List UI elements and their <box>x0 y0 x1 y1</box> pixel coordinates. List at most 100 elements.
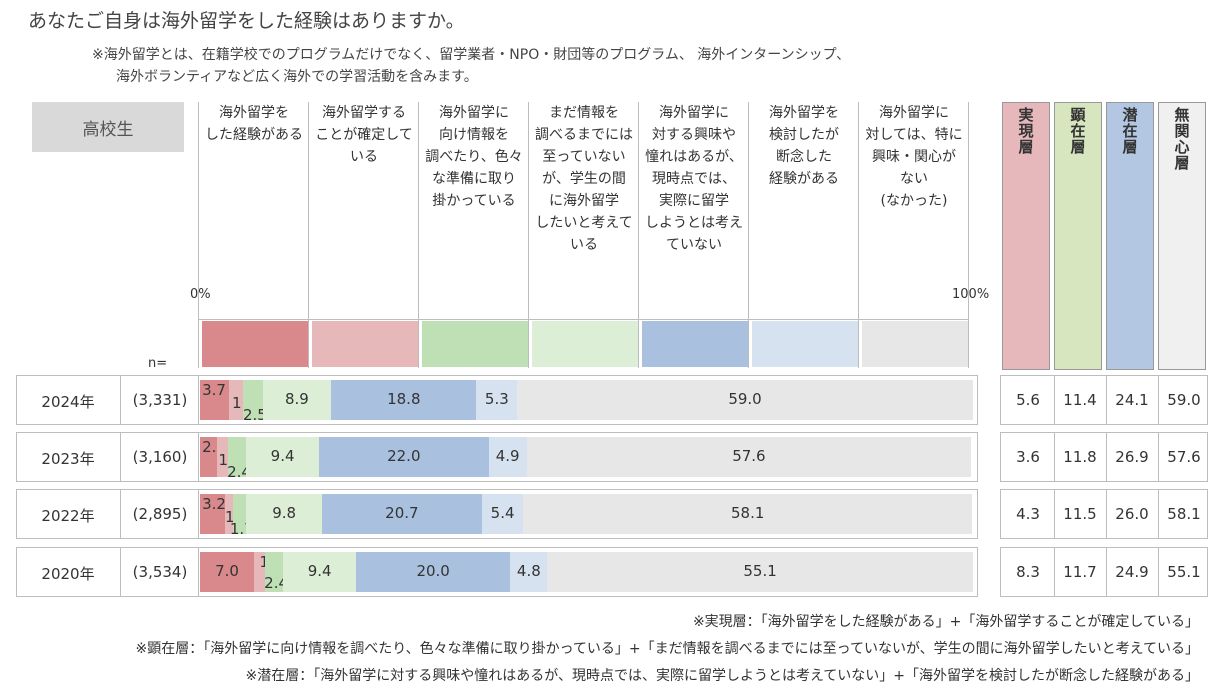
layer-value: 11.4 <box>1063 391 1097 409</box>
layer-divider <box>1158 375 1159 425</box>
layer-value: 3.6 <box>1016 448 1040 466</box>
bar-segment <box>228 380 244 420</box>
bar-segment <box>523 494 972 534</box>
legend-swatch-6 <box>752 321 858 367</box>
data-label: 9.4 <box>270 447 295 465</box>
layer-value: 11.7 <box>1063 563 1097 581</box>
data-label: 55.1 <box>743 562 777 580</box>
row-divider <box>120 375 121 425</box>
layer-divider <box>1054 432 1055 482</box>
layer-divider <box>1054 547 1055 597</box>
row-divider <box>198 547 199 597</box>
layer-value: 11.5 <box>1063 505 1097 523</box>
bar-segment <box>233 494 247 534</box>
bar-segment <box>355 552 511 592</box>
layer-value: 55.1 <box>1167 563 1201 581</box>
row-divider <box>198 375 199 425</box>
layer-divider <box>1158 489 1159 539</box>
layer-header-3: 潜在層 <box>1106 102 1154 370</box>
axis-end-label: 100% <box>952 287 990 302</box>
layer-divider <box>1106 547 1107 597</box>
data-label: 4.8 <box>516 562 541 580</box>
header-divider <box>198 102 199 368</box>
column-header-5: 海外留学に 対する興味や 憧れはあるが、 現時点では、 実際に留学 しようとは考… <box>645 105 743 253</box>
layer-value: 24.9 <box>1115 563 1149 581</box>
layer-header-label: 無関心層 <box>1172 107 1191 171</box>
data-label: 58.1 <box>731 504 765 522</box>
axis-start-label: 0% <box>190 287 211 302</box>
layer-divider <box>1106 432 1107 482</box>
bar-segment <box>246 437 319 477</box>
legend-swatch-2 <box>312 321 418 367</box>
layer-row <box>1000 489 1208 539</box>
definition-note-line2: 海外ボランティアなど広く海外での学習活動を含みます。 <box>116 69 478 85</box>
bar-segment <box>481 494 524 534</box>
layer-value: 24.1 <box>1115 391 1149 409</box>
layer-row <box>1000 547 1208 597</box>
legend-swatch-3 <box>422 321 528 367</box>
bar-segment <box>488 437 527 477</box>
bar-segment <box>517 380 973 420</box>
sample-size: (3,534) <box>132 563 188 581</box>
data-label: 22.0 <box>387 447 421 465</box>
layer-value: 26.9 <box>1115 448 1149 466</box>
header-rule <box>198 319 968 320</box>
bar-segment <box>216 437 228 477</box>
layer-header-label: 潜在層 <box>1120 107 1139 155</box>
layer-header-label: 実現層 <box>1016 107 1035 155</box>
bar-segment <box>200 437 217 477</box>
layer-divider <box>1106 375 1107 425</box>
data-label: 3.7 <box>202 381 226 399</box>
data-label: 2.5 <box>242 406 267 424</box>
data-label: 9.4 <box>307 562 332 580</box>
row-divider <box>198 489 199 539</box>
sample-size: (3,160) <box>132 448 188 466</box>
layer-header-2: 顕在層 <box>1054 102 1102 370</box>
column-header-7: 海外留学に 対しては、特に 興味・関心が ない (なかった) <box>865 105 963 209</box>
bar-segment <box>283 552 356 592</box>
header-divider <box>308 102 309 368</box>
layer-divider <box>1106 489 1107 539</box>
n-label: n= <box>148 356 168 371</box>
bar-segment <box>547 552 973 592</box>
layer-header-4: 無関心層 <box>1158 102 1206 370</box>
layer-row <box>1000 432 1208 482</box>
data-label: 5.4 <box>490 504 515 522</box>
header-divider <box>968 102 969 368</box>
layer-value: 4.3 <box>1016 505 1040 523</box>
bar-segment <box>476 380 518 420</box>
footnote-kenzai: ※顕在層：「海外留学に向け情報を調べたり、色々な準備に取り掛かっている」+「まだ… <box>135 641 1199 657</box>
column-header-3: 海外留学に 向け情報を 調べたり、色々 な準備に取り 掛かっている <box>425 105 523 209</box>
header-divider <box>748 102 749 368</box>
header-divider <box>638 102 639 368</box>
bar-segment <box>224 494 234 534</box>
layer-divider <box>1054 489 1055 539</box>
bar-segment <box>200 494 225 534</box>
data-label: 18.8 <box>387 390 421 408</box>
bar-segment <box>246 494 322 534</box>
data-label: 2.4 <box>264 574 289 592</box>
bar-segment <box>227 437 247 477</box>
bar-segment <box>200 380 229 420</box>
bar-segment <box>200 552 255 592</box>
row-divider <box>120 432 121 482</box>
bar-segment <box>318 437 489 477</box>
layer-row <box>1000 375 1208 425</box>
column-header-6: 海外留学を 検討したが 断念した 経験がある <box>769 105 839 187</box>
data-label: 20.7 <box>385 504 419 522</box>
layer-value: 57.6 <box>1167 448 1201 466</box>
definition-note-line1: ※海外留学とは、在籍学校でのプログラムだけでなく、留学業者・NPO・財団等のプロ… <box>92 47 851 63</box>
bar-row <box>16 489 978 539</box>
layer-value: 8.3 <box>1016 563 1040 581</box>
layer-value: 26.0 <box>1115 505 1149 523</box>
footnote-senzai: ※潜在層：「海外留学に対する興味や憧れはあるが、現時点では、実際に留学しようとは… <box>245 668 1199 684</box>
header-divider <box>528 102 529 368</box>
bar-row <box>16 547 978 597</box>
bar-segment <box>526 437 972 477</box>
column-header-4: まだ情報を 調べるまでには 至っていない が、学生の間 に海外留学 したいと考え… <box>535 105 633 253</box>
bar-segment <box>331 380 477 420</box>
layer-divider <box>1158 547 1159 597</box>
column-header-1: 海外留学を した経験がある <box>205 105 303 143</box>
data-label: 57.6 <box>732 447 766 465</box>
data-label: 4.9 <box>495 447 520 465</box>
